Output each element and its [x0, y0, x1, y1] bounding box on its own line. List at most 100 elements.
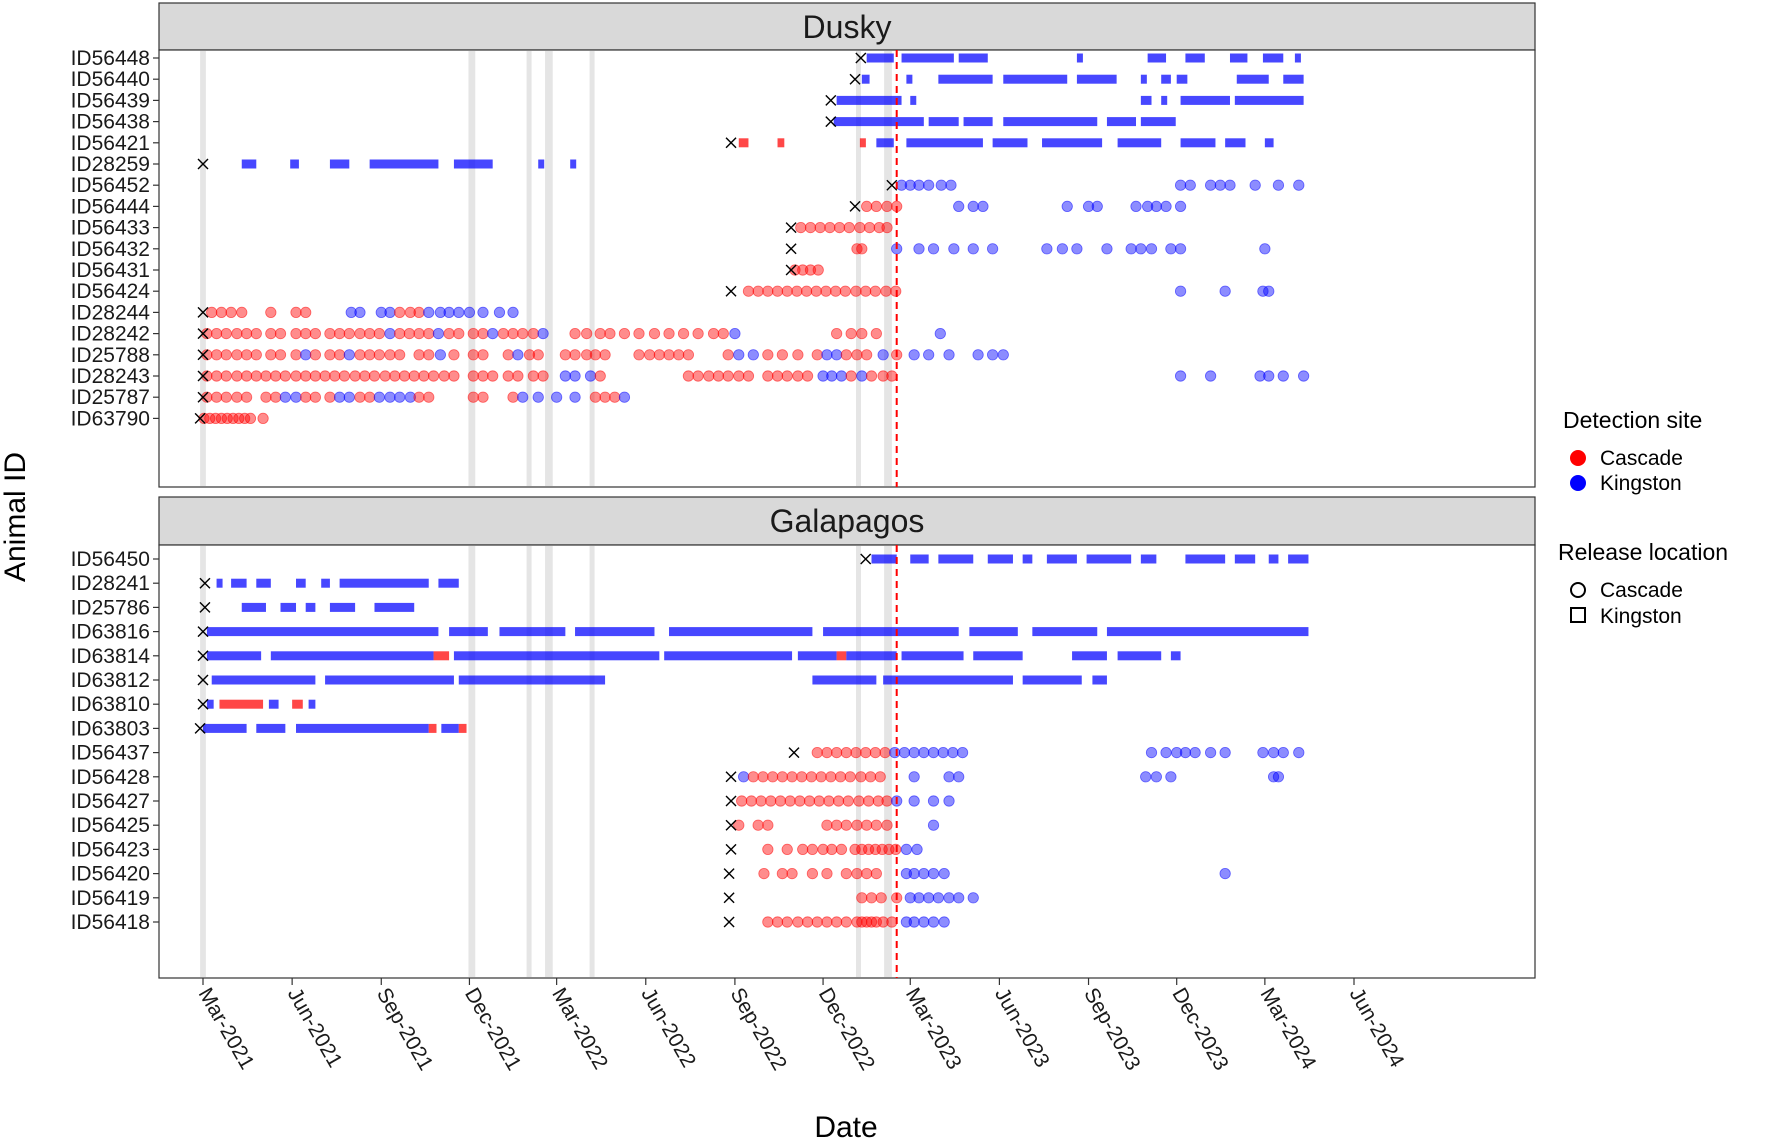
detection-bar — [1170, 651, 1181, 661]
detection-point — [927, 916, 940, 928]
detection-bar — [859, 138, 866, 148]
detection-point — [918, 916, 930, 928]
detection-point — [967, 243, 979, 255]
y-tick-label: ID28242 — [71, 323, 150, 346]
detection-point — [477, 391, 489, 403]
detection-point — [210, 327, 223, 340]
detection-point — [644, 349, 656, 361]
release-marker — [197, 698, 209, 710]
detection-point — [842, 795, 854, 807]
y-tick-label: ID56418 — [71, 911, 150, 934]
detection-point — [831, 746, 843, 759]
detection-point — [1257, 285, 1269, 297]
detection-point — [832, 795, 845, 807]
detection-point — [776, 349, 788, 361]
detection-point — [1214, 179, 1226, 191]
detection-point — [874, 771, 886, 783]
detection-point — [853, 795, 865, 807]
y-tick-label: ID56440 — [71, 68, 150, 91]
y-tick-label: ID56421 — [71, 132, 150, 155]
detection-point — [423, 327, 435, 340]
detection-bar — [206, 627, 439, 637]
y-tick-label: ID28241 — [71, 572, 150, 595]
detection-bar — [1234, 95, 1304, 105]
detection-bar — [453, 159, 493, 169]
detection-point — [467, 370, 479, 382]
x-tick-label: Jun-2021 — [283, 984, 347, 1071]
detection-point — [404, 306, 416, 318]
detection-point — [762, 349, 774, 361]
detection-bar — [1140, 554, 1157, 564]
detection-point — [794, 795, 806, 807]
detection-point — [752, 285, 764, 297]
detection-point — [343, 391, 355, 403]
detection-point — [821, 746, 833, 759]
release-marker — [825, 94, 837, 106]
detection-point — [394, 349, 406, 361]
panel-dusky: Dusky — [158, 2, 1536, 488]
detection-point — [831, 327, 843, 340]
detection-point — [860, 746, 872, 759]
detection-point — [738, 771, 750, 783]
detection-bar — [433, 651, 450, 661]
detection-point — [1219, 746, 1231, 759]
detection-point — [1071, 243, 1083, 255]
detection-bar — [499, 627, 566, 637]
detection-point — [663, 349, 675, 361]
x-tick-label: Sep-2022 — [726, 984, 791, 1074]
detection-bar — [296, 578, 306, 588]
detection-point — [209, 412, 222, 424]
detection-point — [1263, 370, 1275, 382]
detection-point — [953, 200, 965, 212]
detection-bar — [1262, 53, 1284, 63]
detection-point — [233, 412, 245, 424]
legend-label-release-cascade: Cascade — [1600, 579, 1683, 602]
detection-point — [290, 306, 302, 318]
detection-bar — [823, 627, 959, 637]
detection-point — [1205, 746, 1217, 759]
detection-point — [948, 243, 960, 255]
detection-point — [712, 370, 725, 382]
detection-point — [477, 327, 489, 340]
detection-point — [231, 327, 243, 340]
detection-point — [201, 349, 213, 361]
detection-bar — [910, 95, 917, 105]
detection-point — [384, 306, 396, 318]
detection-bar — [1106, 627, 1309, 637]
detection-point — [1091, 200, 1103, 212]
release-marker — [199, 601, 211, 613]
detection-bar — [738, 138, 749, 148]
detection-bar — [836, 651, 847, 661]
detection-point — [309, 391, 321, 403]
detection-point — [1189, 746, 1201, 759]
detection-point — [210, 349, 223, 361]
detection-point — [762, 916, 774, 928]
detection-point — [804, 264, 817, 276]
detection-point — [786, 867, 798, 880]
detection-point — [851, 819, 863, 831]
detection-point — [240, 370, 253, 382]
y-tick-label: ID56428 — [71, 766, 150, 789]
detection-point — [997, 349, 1009, 361]
detection-point — [1249, 179, 1261, 191]
detection-point — [1259, 243, 1271, 255]
detection-point — [831, 819, 843, 831]
detection-point — [260, 370, 272, 382]
detection-point — [900, 867, 912, 880]
detection-point — [354, 391, 366, 403]
detection-point — [932, 892, 944, 904]
detection-bar — [910, 554, 929, 564]
detection-point — [1160, 746, 1172, 759]
detection-point — [1165, 243, 1177, 255]
detection-bar — [992, 138, 1028, 148]
detection-point — [843, 222, 855, 234]
release-marker — [197, 349, 209, 361]
shaded-periods — [200, 51, 892, 977]
detection-bar — [538, 159, 545, 169]
detection-point — [477, 306, 489, 318]
detection-bar — [321, 578, 330, 588]
detection-point — [648, 327, 661, 340]
detection-bar — [1264, 138, 1274, 148]
detection-point — [886, 370, 898, 382]
legend-release-title: Release location — [1558, 539, 1728, 565]
